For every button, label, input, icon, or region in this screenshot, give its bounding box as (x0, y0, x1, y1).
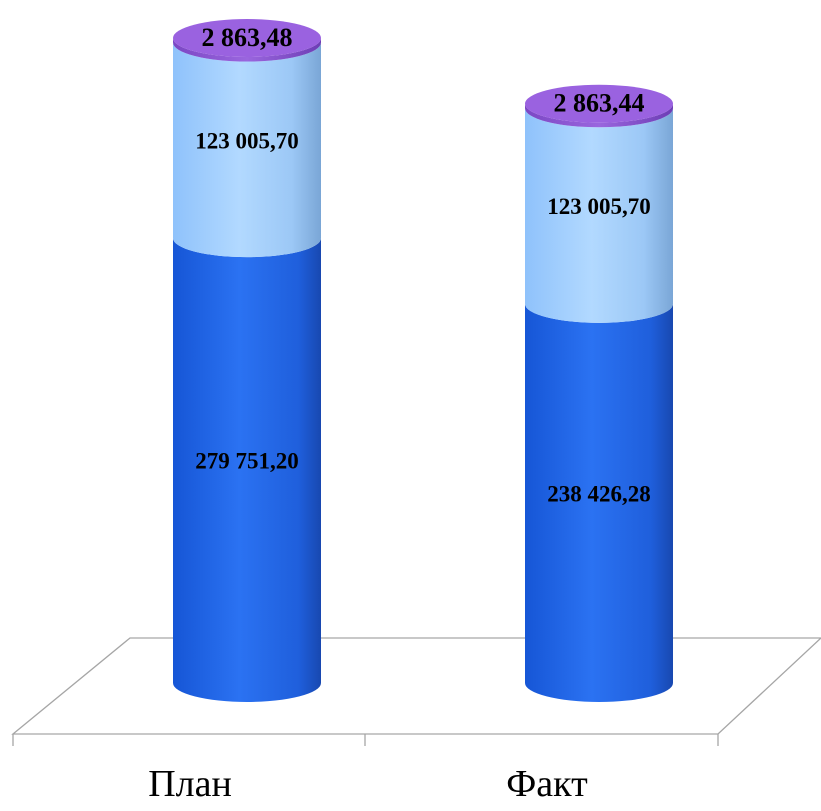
data-label: 123 005,70 (195, 128, 299, 153)
chart-floor (11, 637, 821, 746)
bars (173, 19, 673, 702)
bar-plan-series-1 (173, 238, 321, 702)
bar-fakt-series-1 (525, 303, 673, 702)
data-label: 279 751,20 (195, 449, 299, 474)
data-label: 2 863,48 (202, 23, 293, 52)
bar-plan-series-2 (173, 42, 321, 258)
floor-plane (11, 637, 821, 735)
data-labels: 279 751,20 123 005,70 2 863,48 238 426,28 12… (195, 23, 651, 506)
bar-plan-series-3 (173, 38, 321, 62)
bar-cap-fakt (525, 84, 673, 123)
category-labels: План Факт (148, 763, 588, 805)
bar-cap-plan (173, 19, 321, 57)
category-label: План (148, 763, 232, 805)
category-label: Факт (506, 763, 588, 805)
bar-fakt-series-3 (525, 103, 673, 128)
data-label: 2 863,44 (554, 89, 645, 118)
data-label: 123 005,70 (547, 194, 651, 219)
bar-fakt-series-2 (525, 108, 673, 323)
data-label: 238 426,28 (547, 481, 651, 506)
